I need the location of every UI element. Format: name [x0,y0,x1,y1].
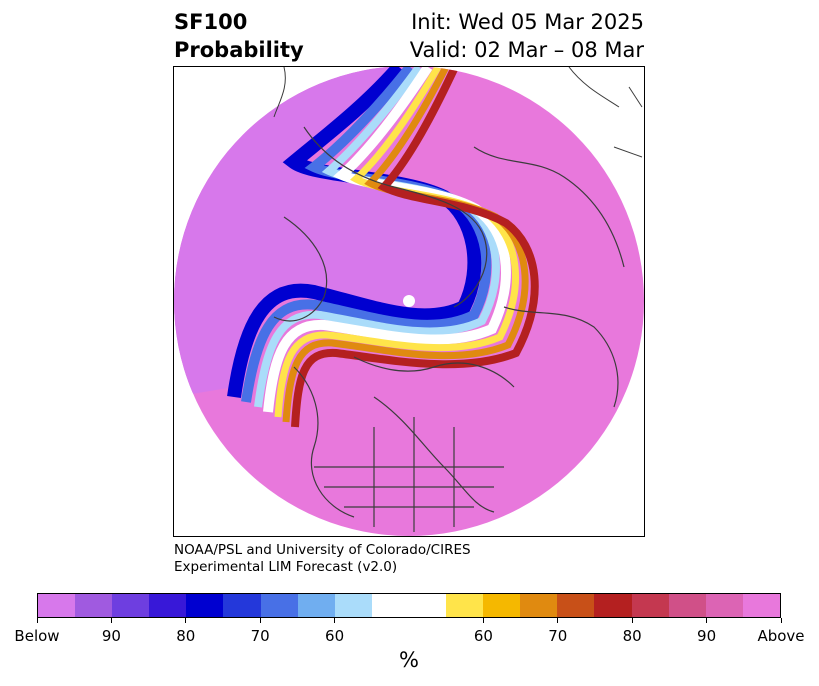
colorbar-segment [186,594,224,617]
colorbar-segment [742,594,780,617]
pole-marker [403,295,415,307]
credit-line2: Experimental LIM Forecast (v2.0) [174,559,398,575]
colorbar-segment [631,594,669,617]
colorbar-segment [149,594,187,617]
colorbar-tick-label: 60 [473,627,493,645]
colorbar-tick-mark [482,618,484,623]
colorbar-tick-label: 80 [176,627,196,645]
colorbar-tick-label: 60 [325,627,345,645]
colorbar-tick-label: 80 [622,627,642,645]
colorbar-tick-label: 90 [101,627,121,645]
colorbar-segment [260,594,298,617]
colorbar-tick-label: 70 [548,627,568,645]
colorbar-segment [557,594,595,617]
colorbar-segment [112,594,150,617]
blue-band-light [254,67,500,408]
coastlines [273,126,625,532]
colorbar-tick-label: 90 [697,627,717,645]
yellow-band [274,67,519,418]
red-band [291,67,539,428]
colorbar-tick-mark [185,618,187,623]
title-product: Probability [174,38,304,62]
colorbar-segment [705,594,743,617]
colorbar-segment [594,594,632,617]
colorbar-segment [520,594,558,617]
colorbar-segment [297,594,335,617]
colorbar-tick-mark [631,618,633,623]
colorbar-tick-mark [110,618,112,623]
forecast-dates: Init: Wed 05 Mar 2025 Valid: 02 Mar – 08… [410,8,644,64]
blue-band-dark [227,67,482,398]
colorbar-tick-mark [259,618,261,623]
colorbar-segment [334,594,372,617]
colorbar-segment [371,594,447,617]
colorbar-tick-mark [36,618,38,623]
colorbar-tick-label: 70 [250,627,270,645]
colorbar-segment [38,594,76,617]
credit-line1: NOAA/PSL and University of Colorado/CIRE… [174,542,471,558]
title-variable: SF100 [174,10,248,34]
valid-range: Valid: 02 Mar – 08 Mar [409,38,644,62]
colorbar-tick-mark [557,618,559,623]
plot-title: SF100 Probability [174,8,304,64]
colorbar-tick-mark [780,618,782,623]
polar-map-svg [174,67,644,536]
below-region [174,67,475,397]
colorbar-segment [446,594,484,617]
colorbar-tick-mark [706,618,708,623]
init-date: Init: Wed 05 Mar 2025 [411,10,644,34]
colorbar-segment [668,594,706,617]
colorbar-segment [75,594,113,617]
orange-band [282,67,529,423]
credit-text: NOAA/PSL and University of Colorado/CIRE… [174,542,471,576]
colorbar-unit: % [399,648,419,672]
blue-band-mid [241,67,492,403]
colorbar-tick-label: Below [14,627,60,645]
colorbar-tick-label: Above [757,627,805,645]
colorbar-tick-mark [334,618,336,623]
coastlines-outside [273,67,643,158]
colorbar-segment [483,594,521,617]
colorbar [37,593,781,618]
polar-map [173,66,645,537]
colorbar-segment [223,594,261,617]
